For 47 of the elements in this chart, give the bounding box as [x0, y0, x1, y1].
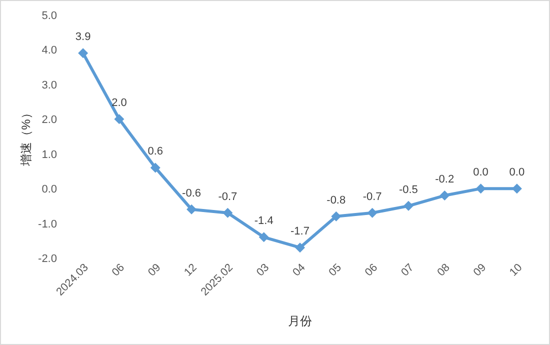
data-label: -1.7	[290, 226, 310, 238]
data-label: 2.0	[112, 97, 127, 110]
data-label: -0.7	[362, 190, 382, 203]
point	[78, 48, 88, 58]
point	[440, 190, 450, 201]
x-tick-label: 05	[326, 262, 344, 279]
point	[258, 232, 269, 242]
x-tick-label: 06	[362, 262, 380, 279]
point	[331, 211, 342, 222]
y-tick-label: -1.0	[38, 218, 57, 230]
point	[114, 114, 124, 124]
point	[512, 184, 522, 194]
x-axis-title: 月份	[288, 314, 312, 328]
data-label: -0.7	[218, 190, 238, 203]
point	[367, 208, 378, 218]
data-label: 0.0	[473, 166, 488, 179]
x-tick-label: 09	[471, 262, 489, 279]
data-label: -1.4	[254, 215, 274, 228]
x-tick-label: 08	[435, 262, 452, 279]
point	[476, 184, 486, 194]
y-axis-title: 增速（%）	[19, 107, 33, 167]
x-tick-label: 03	[254, 262, 272, 279]
data-label: -0.6	[182, 187, 202, 200]
y-tick-label: 3.0	[42, 79, 57, 92]
x-tick-label: 07	[399, 262, 416, 279]
data-label: 0.6	[148, 146, 164, 158]
y-tick-label: 2.0	[42, 114, 57, 126]
y-tick-label: 5.0	[42, 10, 57, 22]
point	[222, 208, 233, 218]
y-tick-label: 4.0	[42, 44, 57, 57]
x-tick-label: 10	[508, 262, 525, 279]
data-label: -0.5	[398, 184, 418, 196]
data-label: -0.8	[326, 194, 346, 206]
x-tick-label: 06	[110, 262, 128, 279]
data-label: -0.2	[435, 174, 454, 186]
x-tick-label: 09	[146, 262, 164, 279]
data-label: 3.9	[75, 31, 91, 44]
point	[150, 162, 160, 173]
y-tick-label: -2.0	[38, 253, 57, 265]
x-tick-label: 04	[290, 262, 308, 279]
point	[186, 204, 197, 214]
point	[403, 200, 414, 211]
data-label: 0.0	[509, 166, 525, 179]
x-tick-label: 12	[182, 262, 200, 279]
point	[295, 242, 305, 253]
y-tick-label: 1.0	[42, 148, 57, 161]
y-tick-label: 0.0	[42, 184, 57, 196]
